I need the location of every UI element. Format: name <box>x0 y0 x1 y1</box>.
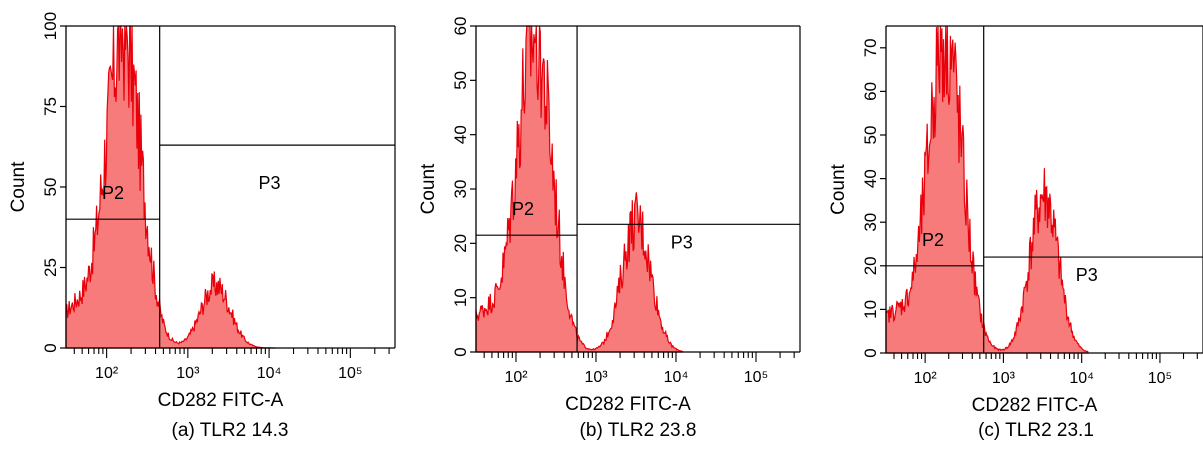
x-tick-label: 10² <box>914 370 938 387</box>
x-tick-label: 10³ <box>992 370 1016 387</box>
y-tick-label: 30 <box>861 213 880 232</box>
y-tick-label: 30 <box>451 180 470 199</box>
x-axis-title: CD282 FITC-A <box>972 395 1098 416</box>
y-axis-title: Count <box>828 163 849 214</box>
x-tick-label: 10⁵ <box>1148 370 1172 387</box>
gate-label-p2: P2 <box>922 230 944 250</box>
y-tick-label: 75 <box>41 97 60 116</box>
y-tick-label: 20 <box>451 234 470 253</box>
chart-caption-c: (c) TLR2 23.1 <box>978 420 1094 441</box>
x-tick-label: 10⁴ <box>257 365 282 382</box>
histogram-area <box>475 25 683 353</box>
y-tick-label: 0 <box>451 347 470 356</box>
chart-caption-a: (a) TLR2 14.3 <box>171 420 289 441</box>
histogram-area <box>65 25 276 349</box>
x-tick-label: 10⁴ <box>1069 370 1094 387</box>
x-tick-label: 10³ <box>176 365 200 382</box>
y-axis-title: Count <box>8 161 29 212</box>
gate-label-p3: P3 <box>259 173 281 193</box>
y-axis-title: Count <box>418 163 439 214</box>
y-tick-label: 50 <box>41 178 60 197</box>
histogram-chart-b: P2 P3 0 10 20 30 40 50 60 10² 10³ 10⁴ 10⁵ CD282 FITC-… <box>418 17 801 415</box>
histogram-area <box>885 25 1089 354</box>
y-tick-label: 10 <box>451 288 470 307</box>
y-tick-label: 40 <box>861 169 880 188</box>
y-tick-label: 60 <box>861 82 880 101</box>
histogram-panel-b: P2 P3 0 10 20 30 40 50 60 10² 10³ 10⁴ 10⁵ CD282 FITC-… <box>408 0 808 451</box>
chart-caption-b: (b) TLR2 23.8 <box>579 420 697 441</box>
y-tick-label: 0 <box>861 348 880 357</box>
y-tick-label: 0 <box>41 343 60 352</box>
y-tick-label: 70 <box>861 38 880 57</box>
y-tick-label: 100 <box>41 12 60 40</box>
x-tick-label: 10³ <box>584 369 608 386</box>
gate-label-p2: P2 <box>102 183 124 203</box>
y-tick-label: 60 <box>451 17 470 36</box>
y-tick-label: 20 <box>861 256 880 275</box>
histogram-panel-a: P2 P3 0 25 50 75 100 10² 10³ 10⁴ 10⁵ CD282 FITC-A Co… <box>0 0 400 451</box>
histogram-chart-c: P2 P3 0 10 20 30 40 50 60 70 10² 10³ 10⁴ 10⁵ CD282 FIT… <box>828 25 1203 416</box>
x-tick-label: 10⁵ <box>744 369 768 386</box>
x-tick-label: 10⁴ <box>664 369 689 386</box>
y-tick-label: 10 <box>861 300 880 319</box>
histogram-panel-c: P2 P3 0 10 20 30 40 50 60 70 10² 10³ 10⁴ 10⁵ CD282 FIT… <box>808 0 1203 451</box>
histogram-chart-a: P2 P3 0 25 50 75 100 10² 10³ 10⁴ 10⁵ CD282 FITC-A Co… <box>8 12 396 411</box>
y-tick-label: 50 <box>451 71 470 90</box>
x-tick-label: 10⁵ <box>338 365 362 382</box>
gate-label-p3: P3 <box>1076 265 1098 285</box>
x-tick-label: 10² <box>95 365 119 382</box>
y-tick-label: 50 <box>861 126 880 145</box>
y-tick-label: 40 <box>451 125 470 144</box>
x-axis-title: CD282 FITC-A <box>158 390 284 411</box>
x-axis-title: CD282 FITC-A <box>565 394 691 415</box>
x-tick-label: 10² <box>504 369 528 386</box>
gate-label-p2: P2 <box>512 199 534 219</box>
y-tick-label: 25 <box>41 258 60 277</box>
gate-label-p3: P3 <box>671 232 693 252</box>
